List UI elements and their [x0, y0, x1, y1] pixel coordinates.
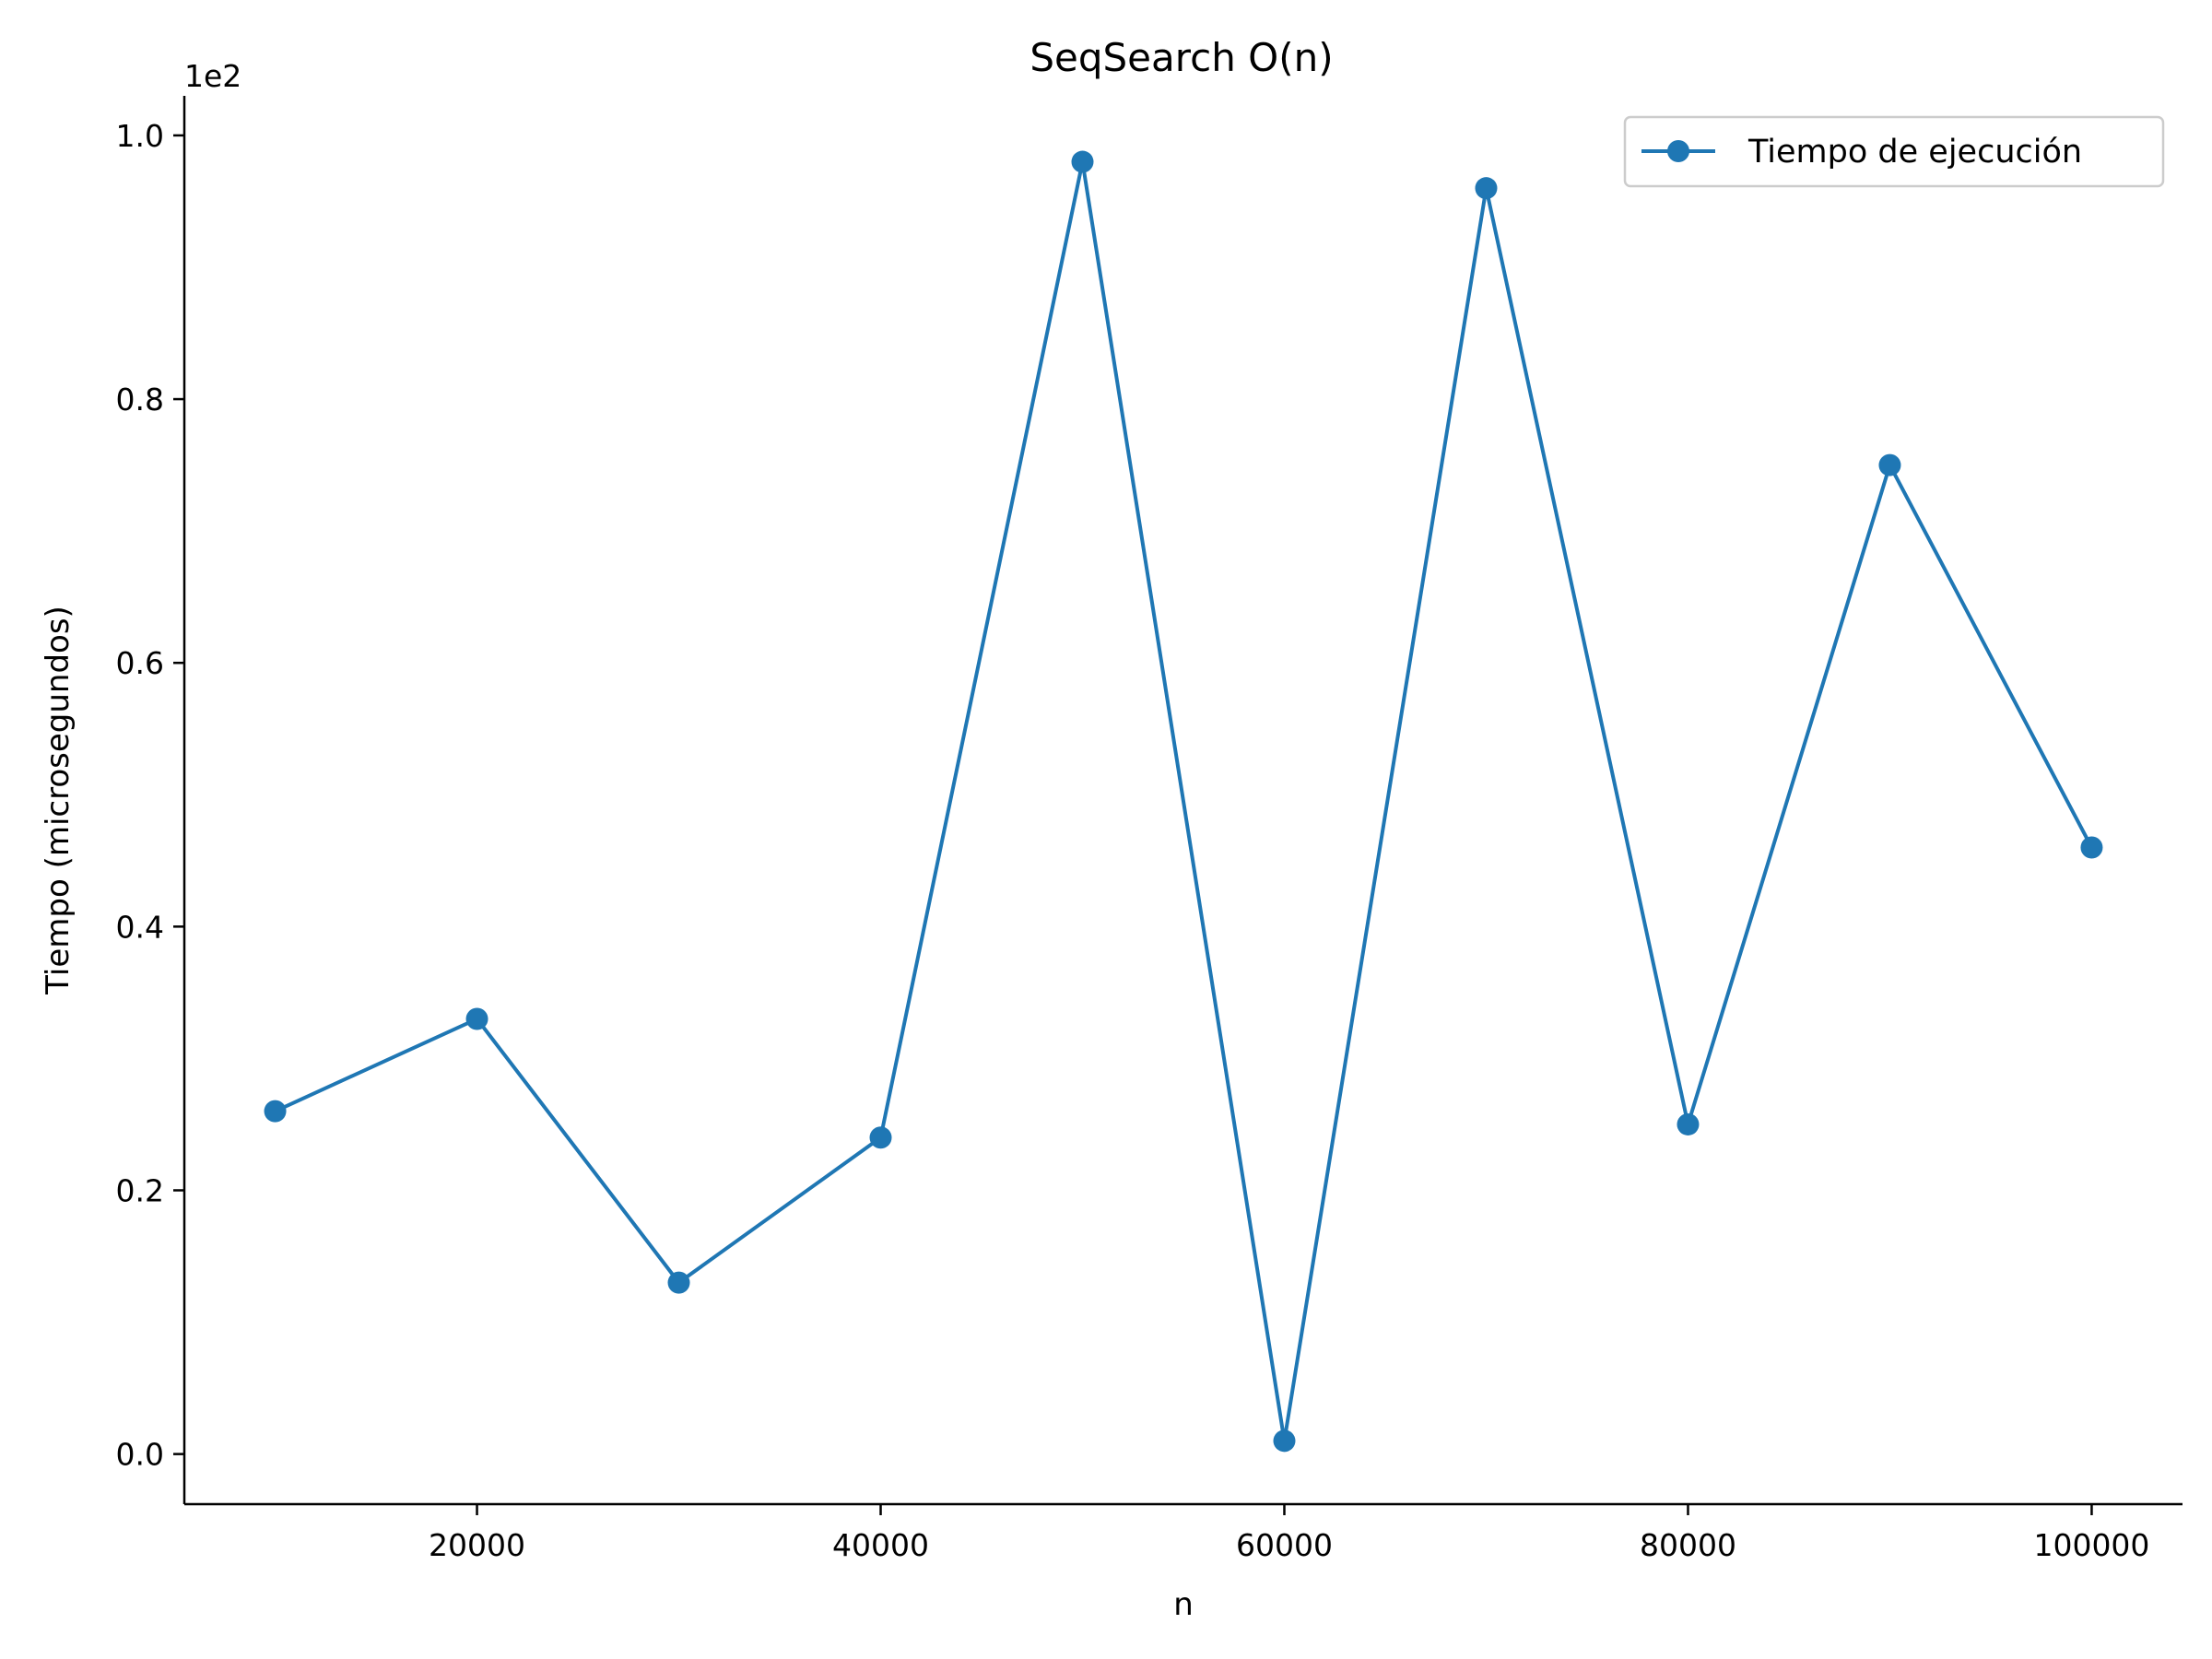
data-point	[1677, 1112, 1700, 1135]
series-line	[274, 159, 2094, 1443]
y-axis-label: Tiempo (microsegundos)	[40, 606, 76, 995]
x-tick-label: 60000	[1236, 1527, 1333, 1563]
data-point	[264, 1100, 287, 1123]
legend-frame	[1623, 115, 2165, 188]
x-tick-label: 20000	[429, 1527, 525, 1563]
legend: Tiempo de ejecución	[1623, 115, 2165, 188]
data-point	[465, 1007, 488, 1030]
data-point	[1071, 150, 1094, 173]
chart-title: SeqSearch O(n)	[1030, 35, 1333, 80]
data-point	[2080, 836, 2103, 859]
y-tick-label: 1.0	[116, 118, 164, 154]
x-axis-ticks: 20000 40000 60000 80000 100000	[429, 1504, 2149, 1563]
legend-entry-label: Tiempo de ejecución	[1747, 134, 2082, 171]
y-axis-offset-label: 1e2	[184, 58, 241, 94]
y-tick-label: 0.8	[116, 382, 164, 418]
x-tick-label: 80000	[1640, 1527, 1736, 1563]
y-tick-label: 0.6	[116, 645, 164, 681]
data-point	[869, 1126, 892, 1149]
data-point	[1273, 1430, 1296, 1453]
x-tick-label: 100000	[2033, 1527, 2149, 1563]
x-tick-label: 40000	[832, 1527, 929, 1563]
y-tick-label: 0.0	[116, 1437, 164, 1473]
data-point	[667, 1271, 690, 1294]
plot-area	[264, 150, 2103, 1453]
x-axis-label: n	[1173, 1586, 1194, 1623]
y-axis-ticks: 0.0 0.2 0.4 0.6 0.8 1.0	[116, 118, 184, 1473]
data-point	[1878, 453, 1901, 477]
y-tick-label: 0.2	[116, 1172, 164, 1208]
y-tick-label: 0.4	[116, 909, 164, 945]
legend-marker-swatch	[1667, 140, 1689, 162]
data-point	[1475, 177, 1498, 200]
